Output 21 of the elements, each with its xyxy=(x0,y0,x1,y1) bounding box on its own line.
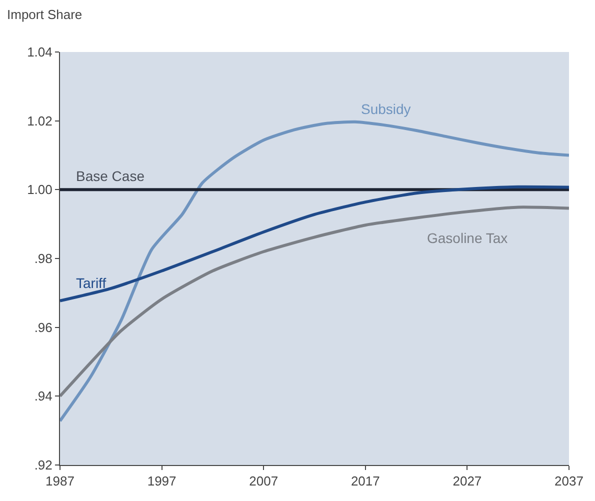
x-tick-label: 2007 xyxy=(249,474,278,489)
y-tick-label: .98 xyxy=(34,251,52,266)
x-tick-label: 1987 xyxy=(46,474,74,489)
x-tick-label: 2017 xyxy=(350,474,380,489)
x-tick-label: 1997 xyxy=(147,474,176,489)
y-tick-label: .96 xyxy=(34,320,52,335)
y-tick-label: 1.02 xyxy=(27,113,52,128)
y-tick-label: .94 xyxy=(34,388,52,404)
y-axis-title: Import Share xyxy=(7,7,82,22)
y-tick-label: .92 xyxy=(34,458,52,473)
series-label: Subsidy xyxy=(361,101,411,117)
x-tick-label: 2027 xyxy=(452,474,482,489)
y-tick-label: 1.04 xyxy=(27,44,52,60)
line-series xyxy=(60,120,569,422)
line-series xyxy=(60,206,569,398)
series-label: Base Case xyxy=(76,168,145,184)
x-tick-label: 2037 xyxy=(554,474,584,489)
series-label: Gasoline Tax xyxy=(427,230,508,246)
y-tick-label: 1.00 xyxy=(27,182,52,198)
series-label: Tariff xyxy=(76,275,106,291)
line-series xyxy=(60,185,569,302)
